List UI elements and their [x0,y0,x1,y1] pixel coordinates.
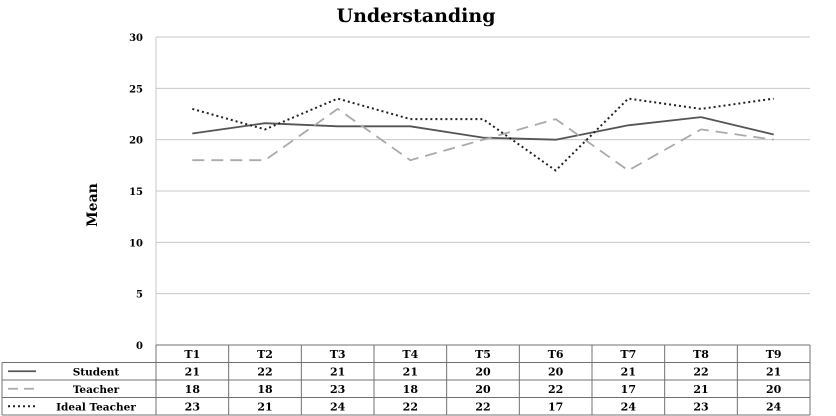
category-label: T2 [257,348,273,361]
legend-label: Teacher [73,384,120,396]
table-cell: 20 [475,365,491,378]
y-tick-label: 25 [129,84,143,95]
chart-title: Understanding [337,5,496,27]
table-cell: 21 [403,365,418,378]
y-tick-label: 5 [136,290,143,301]
category-label: T3 [330,348,346,361]
y-tick-label: 30 [129,33,143,44]
category-label: T4 [402,348,418,361]
table-cell: 22 [693,365,708,378]
table-cell: 21 [621,365,636,378]
category-label: T5 [475,348,491,361]
y-tick-label: 15 [129,187,143,198]
table-cell: 22 [257,365,272,378]
legend-label: Ideal Teacher [56,401,136,413]
table-cell: 24 [621,400,637,413]
category-label: T8 [693,348,709,361]
table-cell: 21 [330,365,345,378]
table-cell: 20 [766,383,782,396]
category-label: T6 [548,348,564,361]
table-cell: 24 [766,400,782,413]
table-cell: 18 [403,383,419,396]
y-axis-label: Mean [85,183,101,227]
table-cell: 24 [330,400,346,413]
series-line-teacher [192,108,774,172]
table-cell: 21 [185,365,200,378]
series-lines [192,97,774,172]
category-label: T1 [184,348,200,361]
series-line-student [192,116,774,141]
table-cell: 20 [548,365,564,378]
table-cell: 21 [766,365,781,378]
y-tick-label: 10 [129,238,143,249]
table-cell: 21 [693,383,708,396]
table-cell: 22 [403,400,418,413]
table-cell: 22 [475,400,490,413]
y-tick-label: 0 [136,341,143,352]
y-tick-labels: 0 5 10 15 20 25 30 [129,33,143,352]
series-line-ideal-teacher [192,97,774,172]
table-cell: 21 [257,400,272,413]
data-table: T1 T2 T3 T4 T5 T6 T7 T8 T9 Student 21 22 21 21 20 20 21 2… [1,344,811,416]
legend-label: Student [73,366,120,378]
table-cell: 17 [621,383,636,396]
table-cell: 23 [330,383,345,396]
table-cell: 23 [693,400,708,413]
category-label: T9 [766,348,782,361]
table-cell: 18 [185,383,201,396]
grid [155,36,810,346]
table-cell: 20 [475,383,491,396]
category-label: T7 [620,348,636,361]
table-cell: 22 [548,383,563,396]
table-cell: 18 [257,383,273,396]
table-cell: 17 [548,400,563,413]
y-tick-label: 20 [129,136,143,147]
table-cell: 23 [185,400,200,413]
